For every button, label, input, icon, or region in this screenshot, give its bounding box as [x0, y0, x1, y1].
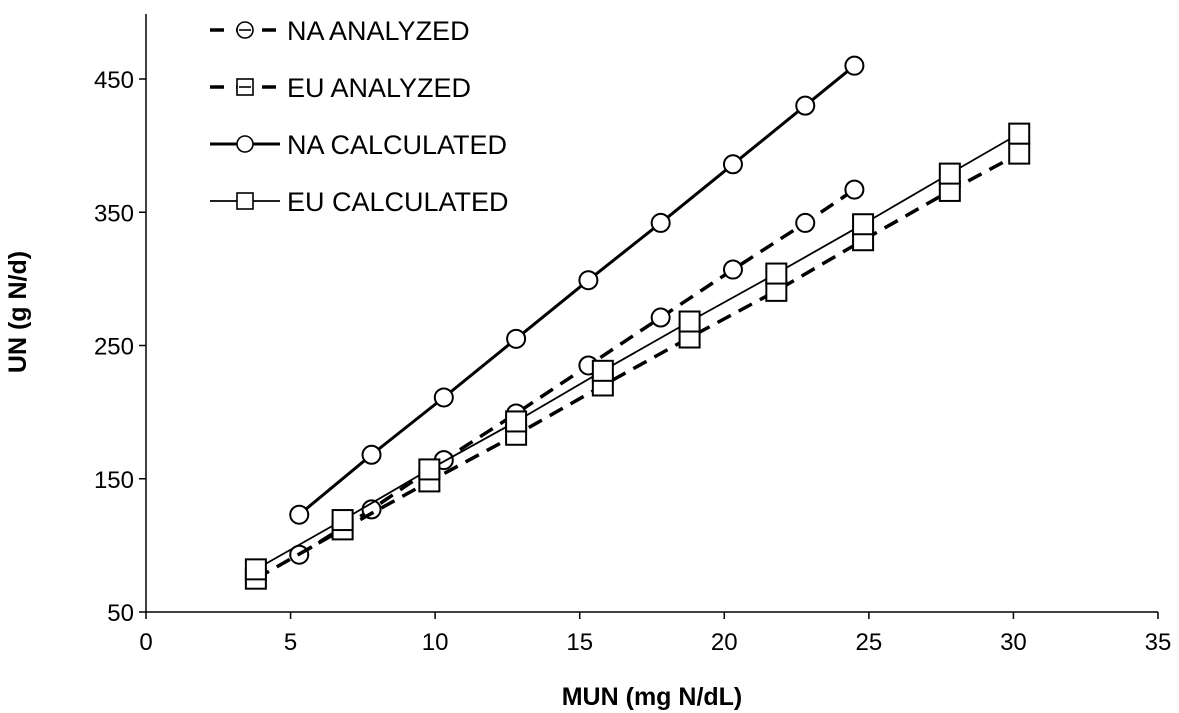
x-axis-title: MUN (mg N/dL): [562, 683, 743, 711]
series-line: [298, 188, 856, 557]
legend-marker-square: [236, 192, 254, 210]
data-point: [722, 259, 743, 280]
x-tick-label: 35: [1145, 629, 1172, 656]
data-point: [578, 270, 599, 291]
x-tick-label: 25: [856, 629, 883, 656]
series-na-analyzed: [289, 179, 865, 565]
y-tick-label: 250: [94, 334, 134, 361]
data-point: [361, 444, 382, 465]
legend-label: NA ANALYZED: [287, 16, 470, 46]
y-tick-label: 50: [107, 600, 134, 627]
data-point: [289, 504, 310, 525]
legend: NA ANALYZED EU ANALYZED NA CALCULATED EU CA…: [210, 16, 509, 217]
y-tick-label: 350: [94, 200, 134, 227]
x-tick-label: 0: [139, 629, 152, 656]
y-axis-title: UN (g N/d): [4, 251, 32, 373]
data-point: [722, 154, 743, 175]
x-tick-label: 10: [422, 629, 449, 656]
data-point: [1008, 142, 1031, 165]
x-tick-label: 30: [1000, 629, 1027, 656]
series-line: [255, 152, 1021, 581]
y-tick-label: 450: [94, 67, 134, 94]
series-layer: [244, 55, 1031, 590]
legend-item: NA CALCULATED: [210, 130, 507, 160]
legend-item: NA ANALYZED: [210, 16, 470, 46]
legend-label: EU CALCULATED: [287, 187, 509, 217]
data-point: [795, 212, 816, 233]
data-point: [650, 307, 671, 328]
axes: 0 5 10 15 20 25 30 35 50 150 250 350 450: [94, 14, 1171, 656]
legend-label: EU ANALYZED: [287, 73, 471, 103]
data-point: [1008, 122, 1031, 145]
data-point: [765, 262, 788, 285]
data-point: [852, 213, 875, 236]
data-point: [433, 387, 454, 408]
data-point: [650, 212, 671, 233]
data-point: [505, 410, 528, 433]
data-point: [938, 162, 961, 185]
data-point: [418, 458, 441, 481]
data-point: [844, 179, 865, 200]
x-tick-label: 5: [284, 629, 297, 656]
data-point: [678, 310, 701, 333]
data-point: [795, 95, 816, 116]
data-point: [244, 558, 267, 581]
legend-marker-circle: [236, 135, 254, 153]
data-point: [844, 55, 865, 76]
data-point: [331, 509, 354, 532]
legend-item: EU CALCULATED: [210, 187, 509, 217]
x-tick-label: 15: [566, 629, 593, 656]
series-na-calculated: [289, 55, 865, 525]
series-line: [255, 132, 1020, 571]
x-tick-label: 20: [711, 629, 738, 656]
y-tick-label: 150: [94, 467, 134, 494]
series-eu-calculated: [244, 122, 1031, 581]
data-point: [506, 328, 527, 349]
data-point: [591, 359, 614, 382]
legend-item: EU ANALYZED: [210, 73, 471, 103]
legend-label: NA CALCULATED: [287, 130, 507, 160]
